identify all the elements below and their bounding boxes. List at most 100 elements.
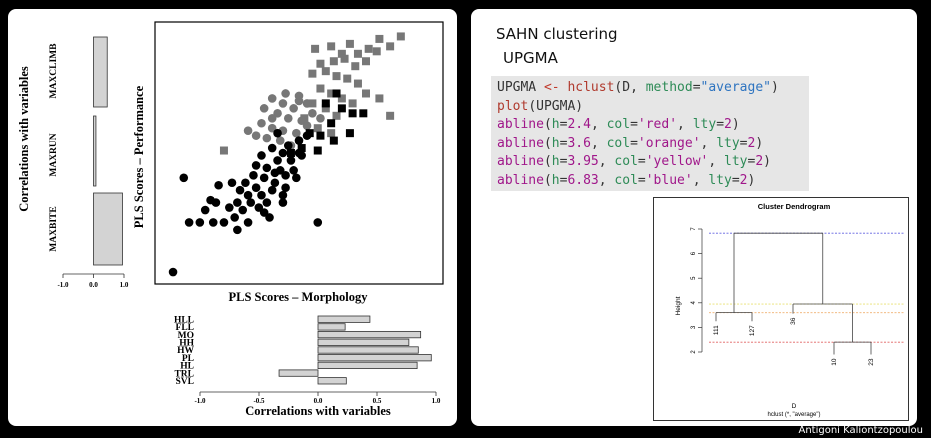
scatter-point xyxy=(340,54,349,63)
morph-bar xyxy=(317,354,432,362)
scatter-point xyxy=(278,198,288,207)
scatter-point xyxy=(396,32,405,41)
scatter-point xyxy=(241,178,250,188)
scatter-point xyxy=(233,198,242,207)
scatter-point xyxy=(259,173,269,183)
scatter-point xyxy=(211,198,221,207)
perf-tick-label: 0.0 xyxy=(89,281,98,289)
scatter-point xyxy=(329,57,338,66)
morph-bar xyxy=(317,338,410,346)
scatter-point xyxy=(281,89,290,98)
scatter-point xyxy=(327,89,336,98)
scatter-point xyxy=(267,94,277,103)
scatter-point xyxy=(311,44,320,53)
code-token: 'blue' xyxy=(645,172,693,188)
scatter-point xyxy=(362,57,370,66)
scatter-point xyxy=(283,141,293,150)
code-token: hclust xyxy=(567,80,615,95)
scatter-point xyxy=(262,133,272,143)
scatter-point xyxy=(214,180,223,190)
scatter-point xyxy=(375,34,384,43)
morph-bar xyxy=(317,330,422,339)
morph-tick-label: -1.0 xyxy=(194,397,206,405)
code-token: ) xyxy=(763,154,771,170)
scatter-point xyxy=(289,166,298,175)
code-token: lty xyxy=(724,154,748,170)
scatter-point xyxy=(278,148,288,158)
morph-tick-label: 0.5 xyxy=(373,397,382,405)
scatter-point xyxy=(267,185,277,195)
scatter-point xyxy=(262,198,272,207)
code-token: col xyxy=(614,154,638,170)
code-token: "average" xyxy=(700,80,771,95)
scatter-point xyxy=(313,218,323,227)
code-token: , xyxy=(708,154,725,170)
morph-bar xyxy=(278,369,319,377)
scatter-xlabel: PLS Scores – Morphology xyxy=(228,290,368,304)
scatter-point xyxy=(375,94,384,103)
perf-bar xyxy=(93,115,97,187)
scatter-point xyxy=(243,126,253,135)
code-token: 'red' xyxy=(637,117,678,133)
code-line: abline(h=2.4, col='red', lty=2) xyxy=(497,116,803,135)
code-token: = xyxy=(731,172,740,188)
dendrogram-ylabel: Height xyxy=(675,296,682,315)
morph-bar xyxy=(317,361,418,370)
dendro-leaf-label: 127 xyxy=(749,325,756,336)
scatter-point xyxy=(283,113,293,123)
scatter-point xyxy=(219,218,229,227)
scatter-ylabel: PLS Scores – Performance xyxy=(132,85,146,228)
dendrogram-sub: hclust (*, "average") xyxy=(768,412,821,418)
performance-correlation-bars: MAXBITE MAXRUN MAXCLIMB -1.0 0.0 1.0 xyxy=(49,36,129,289)
code-token: UPGMA xyxy=(497,80,544,95)
code-token: col xyxy=(614,172,638,188)
scatter-point xyxy=(302,99,312,108)
scatter-point xyxy=(316,113,325,123)
code-token: = xyxy=(559,154,568,170)
perf-bar xyxy=(93,192,123,266)
scatter-point xyxy=(386,111,395,120)
scatter-point xyxy=(308,99,317,108)
code-token: h xyxy=(551,154,560,170)
code-token: abline xyxy=(497,135,544,151)
code-line: plot(UPGMA) xyxy=(497,98,803,117)
scatter-point xyxy=(316,84,325,93)
code-token: lty xyxy=(708,172,732,188)
right-slide: SAHN clustering UPGMA UPGMA <- hclust(D,… xyxy=(471,9,917,426)
code-token: 3.6 xyxy=(567,135,591,151)
dendro-y-tick-label: 4 xyxy=(691,300,697,304)
author-footer: Antigoni Kaliontzopoulou xyxy=(798,425,924,436)
code-token: , xyxy=(677,117,693,133)
dendro-leaf-label: 36 xyxy=(790,317,797,325)
code-token: abline xyxy=(497,154,544,170)
scatter-point xyxy=(313,146,322,155)
morph-bar xyxy=(317,377,347,385)
code-token: , xyxy=(700,135,717,151)
scatter-point xyxy=(267,143,277,153)
morph-bar-label: HLL xyxy=(174,315,194,325)
scatter-point xyxy=(332,111,341,120)
morph-bar xyxy=(317,323,346,331)
scatter-point xyxy=(372,47,381,56)
scatter-point xyxy=(273,128,282,138)
scatter-point xyxy=(316,59,325,68)
scatter-point xyxy=(308,69,317,78)
dendrogram-figure: Cluster Dendrogram Height D hclust (*, "… xyxy=(653,197,909,421)
scatter-point xyxy=(297,144,306,153)
scatter-point xyxy=(179,173,189,183)
scatter-point xyxy=(294,148,304,158)
dendro-y-tick-label: 7 xyxy=(691,227,697,231)
code-token: 2 xyxy=(739,172,748,188)
code-token: = xyxy=(692,80,701,95)
morph-tick-label: 1.0 xyxy=(432,397,441,405)
scatter-point xyxy=(294,96,304,106)
perf-bar-label: MAXCLIMB xyxy=(49,43,59,99)
code-line: abline(h=3.95, col='yellow', lty=2) xyxy=(497,153,803,172)
code-line: abline(h=6.83, col='blue', lty=2) xyxy=(497,172,803,191)
scatter-point xyxy=(225,203,234,212)
code-token: ( xyxy=(543,172,552,188)
code-token: 'orange' xyxy=(637,135,701,151)
code-token: 2 xyxy=(747,135,756,151)
scatter-point xyxy=(278,190,288,200)
dendrogram-xlabel: D xyxy=(792,403,797,410)
